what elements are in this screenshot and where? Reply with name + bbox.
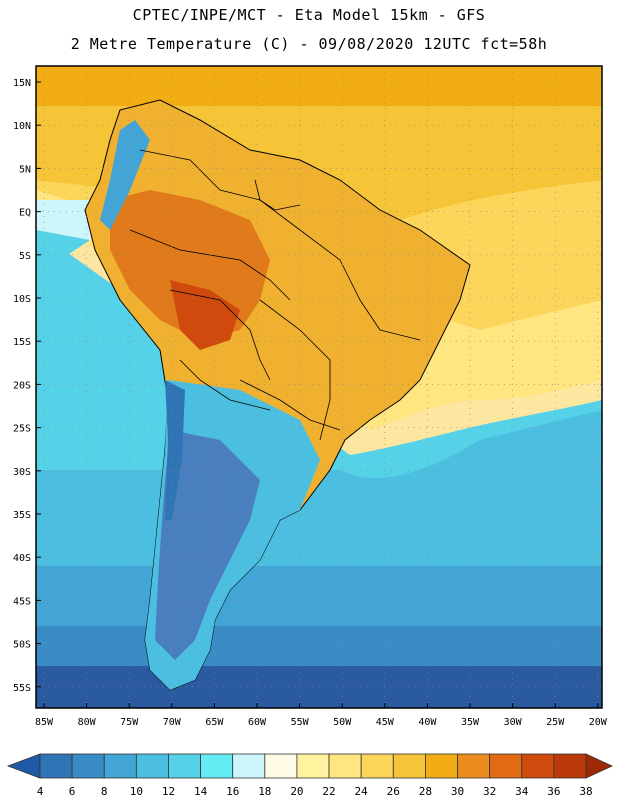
colorbar-swatch <box>328 753 362 779</box>
colorbar-tick-label: 4 <box>37 785 44 798</box>
colorbar-tick-label: 10 <box>130 785 143 798</box>
temperature-field <box>36 66 602 708</box>
colorbar-swatch <box>39 753 73 779</box>
lat-label: 35S <box>13 510 31 521</box>
lon-label: 60W <box>248 717 267 728</box>
colorbar-swatch <box>360 753 394 779</box>
colorbar-swatch <box>71 753 105 779</box>
lat-label: 10N <box>13 121 31 132</box>
lat-label: 45S <box>13 596 31 607</box>
colorbar-swatch <box>425 753 458 779</box>
colorbar-swatch <box>553 753 587 779</box>
colorbar-swatch <box>296 753 330 779</box>
lat-label: 50S <box>13 640 31 651</box>
colorbar-tick-label: 18 <box>258 785 271 798</box>
colorbar-swatch <box>264 753 298 779</box>
lat-label: 10S <box>13 294 31 305</box>
colorbar-tick-label: 24 <box>355 785 369 798</box>
lat-label: 40S <box>13 553 31 564</box>
colorbar-tick-label: 30 <box>451 785 464 798</box>
colorbar-swatch <box>232 753 266 779</box>
colorbar-tick-label: 28 <box>419 785 432 798</box>
colorbar-tick-label: 16 <box>226 785 239 798</box>
lat-label: 5S <box>19 251 31 262</box>
lon-label: 25W <box>546 717 565 728</box>
lat-label: 15N <box>13 78 31 89</box>
colorbar-swatch <box>489 753 523 779</box>
colorbar-tick-label: 12 <box>162 785 175 798</box>
map-title: CPTEC/INPE/MCT - Eta Model 15km - GFS <box>132 6 486 24</box>
colorbar-tick-label: 26 <box>387 785 400 798</box>
lon-label: 45W <box>376 717 395 728</box>
lat-label: EQ <box>19 208 31 219</box>
colorbar-tick-label: 8 <box>101 785 108 798</box>
colorbar-tick-label: 34 <box>515 785 529 798</box>
lon-label: 70W <box>163 717 182 728</box>
lon-label: 55W <box>291 717 310 728</box>
lon-label: 50W <box>333 717 352 728</box>
colorbar-high-arrow <box>585 753 613 779</box>
colorbar-tick-label: 6 <box>69 785 76 798</box>
lat-label: 20S <box>13 380 31 391</box>
lat-label: 25S <box>13 424 31 435</box>
lon-label: 20W <box>589 717 608 728</box>
lat-label: 30S <box>13 467 31 478</box>
lon-label: 80W <box>78 717 97 728</box>
lon-label: 40W <box>418 717 437 728</box>
colorbar-tick-label: 32 <box>483 785 496 798</box>
colorbar-swatch <box>103 753 137 779</box>
lat-label: 5N <box>19 164 31 175</box>
lat-label: 15S <box>13 337 31 348</box>
colorbar-tick-label: 20 <box>290 785 303 798</box>
lat-label: 55S <box>13 683 31 694</box>
colorbar-low-arrow <box>6 753 41 779</box>
colorbar-tick-label: 36 <box>547 785 560 798</box>
map-frame <box>35 65 603 709</box>
colorbar-tick-label: 22 <box>322 785 335 798</box>
lon-label: 65W <box>205 717 224 728</box>
colorbar-swatch <box>457 753 491 779</box>
lon-label: 75W <box>120 717 139 728</box>
lon-label: 30W <box>504 717 523 728</box>
colorbar-swatch <box>200 753 234 779</box>
lon-label: 85W <box>35 717 54 728</box>
colorbar-swatch <box>392 753 426 779</box>
map-subtitle: 2 Metre Temperature (C) - 09/08/2020 12U… <box>70 35 548 53</box>
colorbar-swatch <box>135 753 169 779</box>
colorbar-swatch <box>521 753 555 779</box>
colorbar-tick-label: 38 <box>579 785 592 798</box>
colorbar <box>6 753 613 779</box>
colorbar-tick-label: 14 <box>194 785 208 798</box>
lon-label: 35W <box>461 717 480 728</box>
colorbar-swatch <box>168 753 201 779</box>
